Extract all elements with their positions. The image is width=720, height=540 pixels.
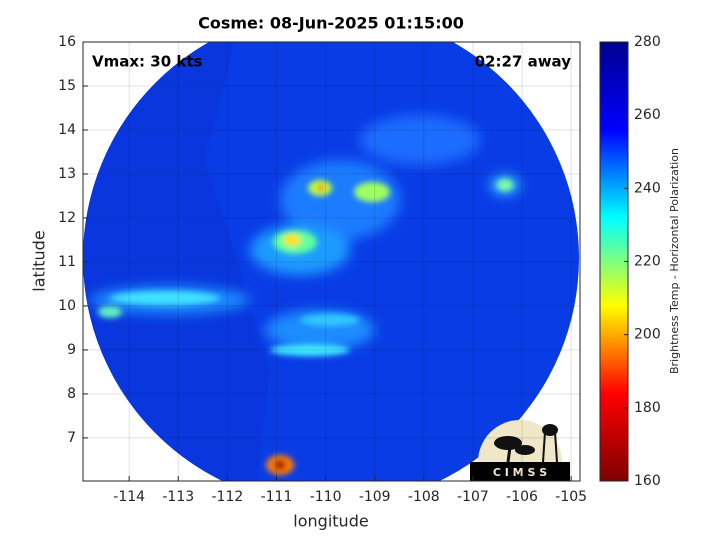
- colorbar-tick-label: 180: [634, 400, 661, 416]
- y-tick-label: 13: [58, 166, 76, 182]
- y-tick-label: 9: [67, 342, 76, 358]
- x-tick-label: -107: [457, 489, 489, 505]
- y-axis-label: latitude: [30, 230, 49, 291]
- chart-title: Cosme: 08-Jun-2025 01:15:00: [198, 14, 464, 33]
- y-tick-label: 15: [58, 78, 76, 94]
- x-tick-label: -106: [506, 489, 538, 505]
- y-tick-label: 8: [67, 386, 76, 402]
- brightness-temp-image: [83, 42, 579, 481]
- x-tick-label: -105: [555, 489, 587, 505]
- colorbar-tick-label: 160: [634, 473, 661, 489]
- x-axis-label: longitude: [293, 512, 368, 531]
- logo-text: C I M S S: [493, 466, 547, 479]
- y-tick-label: 14: [58, 122, 76, 138]
- x-tick-label: -110: [310, 489, 342, 505]
- x-tick-label: -109: [359, 489, 391, 505]
- x-tick-label: -114: [113, 489, 145, 505]
- cimss-logo: C I M S S: [470, 420, 570, 481]
- x-tick-label: -112: [211, 489, 243, 505]
- colorbar-label: Brightness Temp - Horizontal Polarizatio…: [668, 148, 681, 374]
- y-tick-label: 12: [58, 210, 76, 226]
- x-tick-label: -113: [162, 489, 194, 505]
- colorbar-tick-label: 220: [634, 254, 661, 270]
- colorbar-tick-label: 280: [634, 34, 661, 50]
- y-tick-label: 7: [67, 430, 76, 446]
- y-tick-label: 11: [58, 254, 76, 270]
- annotation: Vmax: 30 kts: [92, 53, 202, 71]
- colorbar-tick-label: 240: [634, 180, 661, 196]
- image-layer: C I M S S: [83, 42, 579, 481]
- annotation: 02:27 away: [475, 53, 572, 71]
- colorbar-tick-label: 200: [634, 327, 661, 343]
- y-tick-label: 10: [58, 298, 76, 314]
- y-tick-label: 16: [58, 34, 76, 50]
- colorbar-tick-label: 260: [634, 107, 661, 123]
- colorbar: [599, 41, 629, 482]
- x-tick-label: -108: [408, 489, 440, 505]
- x-tick-label: -111: [261, 489, 293, 505]
